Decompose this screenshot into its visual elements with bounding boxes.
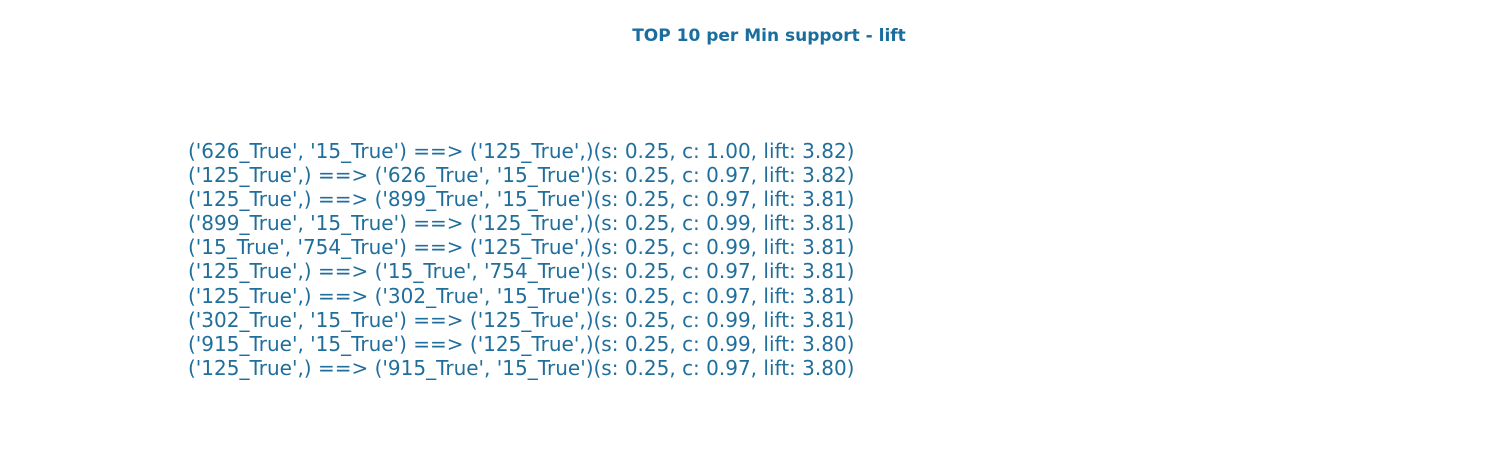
rule-line: ('125_True',) ==> ('626_True', '15_True'… bbox=[188, 163, 855, 188]
chart-title: TOP 10 per Min support - lift bbox=[632, 26, 906, 46]
rule-line: ('15_True', '754_True') ==> ('125_True',… bbox=[188, 235, 855, 260]
rule-line: ('125_True',) ==> ('899_True', '15_True'… bbox=[188, 187, 855, 212]
rule-line: ('302_True', '15_True') ==> ('125_True',… bbox=[188, 307, 855, 332]
rule-line: ('626_True', '15_True') ==> ('125_True',… bbox=[188, 139, 855, 163]
rule-line: ('125_True',) ==> ('15_True', '754_True'… bbox=[188, 259, 855, 284]
rule-line: ('125_True',) ==> ('915_True', '15_True'… bbox=[188, 355, 855, 380]
rule-line: ('125_True',) ==> ('302_True', '15_True'… bbox=[188, 283, 855, 308]
rule-line: ('899_True', '15_True') ==> ('125_True',… bbox=[188, 211, 855, 236]
rules-list: ('626_True', '15_True') ==> ('125_True',… bbox=[188, 139, 854, 380]
rule-line: ('915_True', '15_True') ==> ('125_True',… bbox=[188, 331, 855, 356]
